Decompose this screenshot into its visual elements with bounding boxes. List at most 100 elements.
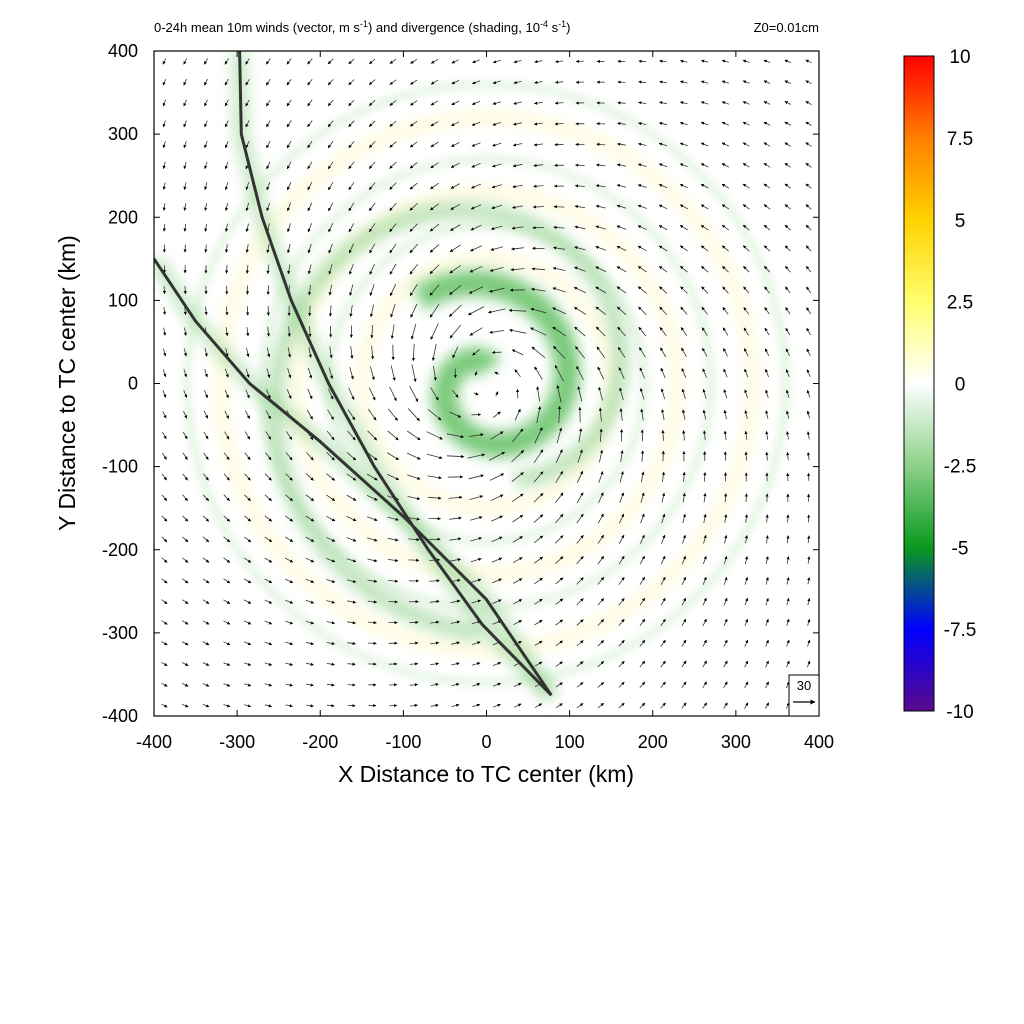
wind-vector bbox=[470, 204, 482, 210]
wind-vector bbox=[224, 410, 230, 419]
wind-vector bbox=[410, 100, 418, 106]
wind-vector bbox=[806, 472, 811, 481]
wind-vector bbox=[723, 660, 728, 668]
wind-vector bbox=[203, 431, 209, 440]
wind-vector bbox=[744, 535, 749, 544]
wind-vector bbox=[327, 182, 334, 191]
wind-vector bbox=[533, 556, 543, 564]
wind-vector bbox=[512, 205, 524, 209]
wind-vector bbox=[472, 682, 481, 687]
wind-vector bbox=[680, 286, 688, 294]
wind-vector bbox=[659, 306, 667, 315]
wind-vector bbox=[597, 640, 605, 647]
wind-vector bbox=[224, 58, 229, 65]
wind-vector bbox=[224, 182, 229, 191]
wind-vector bbox=[489, 267, 504, 272]
wind-vector bbox=[204, 182, 208, 191]
wind-vector bbox=[534, 703, 543, 708]
wind-vector bbox=[430, 203, 440, 211]
wind-vector bbox=[513, 60, 522, 64]
wind-vector bbox=[430, 323, 439, 340]
wind-vector bbox=[348, 79, 355, 86]
wind-vector bbox=[744, 451, 748, 461]
wind-vector bbox=[223, 452, 230, 460]
wind-vector bbox=[553, 246, 566, 250]
wind-vector bbox=[700, 163, 709, 168]
wind-vector bbox=[536, 406, 542, 424]
wind-vector bbox=[555, 619, 564, 626]
wind-vector bbox=[508, 308, 527, 313]
colorbar-gradient bbox=[903, 55, 935, 712]
wind-vector bbox=[469, 265, 483, 273]
wind-vector bbox=[181, 662, 189, 666]
wind-vector bbox=[328, 264, 333, 275]
wind-vector bbox=[554, 143, 564, 147]
wind-vector bbox=[390, 304, 396, 318]
wind-vector bbox=[328, 305, 333, 317]
wind-vector bbox=[555, 513, 564, 524]
wind-vector bbox=[639, 681, 646, 688]
wind-vector bbox=[617, 326, 626, 337]
wind-vector bbox=[723, 639, 728, 647]
wind-vector bbox=[328, 202, 334, 212]
wind-vector bbox=[163, 348, 167, 357]
wind-vector bbox=[265, 431, 272, 440]
wind-vector bbox=[367, 537, 378, 542]
x-tick-label: -200 bbox=[302, 732, 338, 752]
wind-vector bbox=[451, 121, 460, 127]
wind-vector bbox=[595, 225, 606, 230]
wind-vector bbox=[305, 473, 314, 481]
wind-vector bbox=[182, 431, 188, 440]
wind-vector bbox=[574, 184, 585, 188]
wind-vector bbox=[467, 453, 486, 459]
wind-vector bbox=[618, 660, 625, 668]
wind-vector bbox=[618, 702, 625, 709]
wind-vector bbox=[182, 452, 188, 460]
wind-vector bbox=[765, 389, 769, 399]
wind-vector bbox=[451, 100, 460, 106]
wind-vector bbox=[347, 409, 356, 421]
wind-vector bbox=[264, 557, 273, 563]
wind-vector bbox=[286, 58, 292, 65]
wind-vector bbox=[765, 535, 769, 544]
wind-vector bbox=[287, 368, 292, 379]
wind-vector bbox=[286, 182, 292, 191]
wind-vector bbox=[183, 223, 187, 232]
wind-vector bbox=[763, 80, 771, 84]
convergence-band bbox=[266, 202, 629, 641]
wind-vector bbox=[471, 121, 481, 126]
wind-vector bbox=[223, 515, 231, 522]
wind-vector bbox=[744, 660, 749, 668]
wind-vector bbox=[285, 494, 293, 502]
wind-vector bbox=[805, 204, 812, 210]
wind-vector bbox=[784, 245, 791, 252]
wind-vector bbox=[638, 59, 647, 63]
wind-vector bbox=[450, 162, 460, 168]
wind-vector bbox=[285, 557, 294, 563]
wind-vector bbox=[639, 597, 646, 606]
wind-vector bbox=[659, 59, 667, 63]
wind-vector bbox=[286, 161, 292, 170]
wind-vector bbox=[618, 681, 625, 688]
wind-vector bbox=[681, 681, 687, 689]
wind-vector bbox=[181, 641, 189, 646]
wind-vector bbox=[409, 263, 418, 275]
wind-vector bbox=[490, 431, 504, 440]
wind-vector bbox=[617, 121, 626, 126]
wind-vector bbox=[223, 704, 231, 708]
wind-vector bbox=[429, 599, 440, 604]
wind-vector bbox=[534, 80, 543, 84]
wind-vector bbox=[597, 577, 605, 585]
wind-vector bbox=[514, 369, 521, 377]
x-tick-label: 400 bbox=[804, 732, 834, 752]
wind-vector bbox=[410, 58, 418, 64]
wind-vector bbox=[370, 324, 374, 339]
wind-vector bbox=[807, 660, 811, 668]
wind-vector bbox=[595, 306, 607, 315]
wind-vector bbox=[557, 405, 562, 424]
wind-vector bbox=[183, 369, 188, 378]
wind-vector bbox=[307, 120, 313, 128]
wind-vector bbox=[702, 702, 708, 709]
wind-vector bbox=[161, 599, 168, 605]
wind-vector bbox=[785, 327, 791, 336]
